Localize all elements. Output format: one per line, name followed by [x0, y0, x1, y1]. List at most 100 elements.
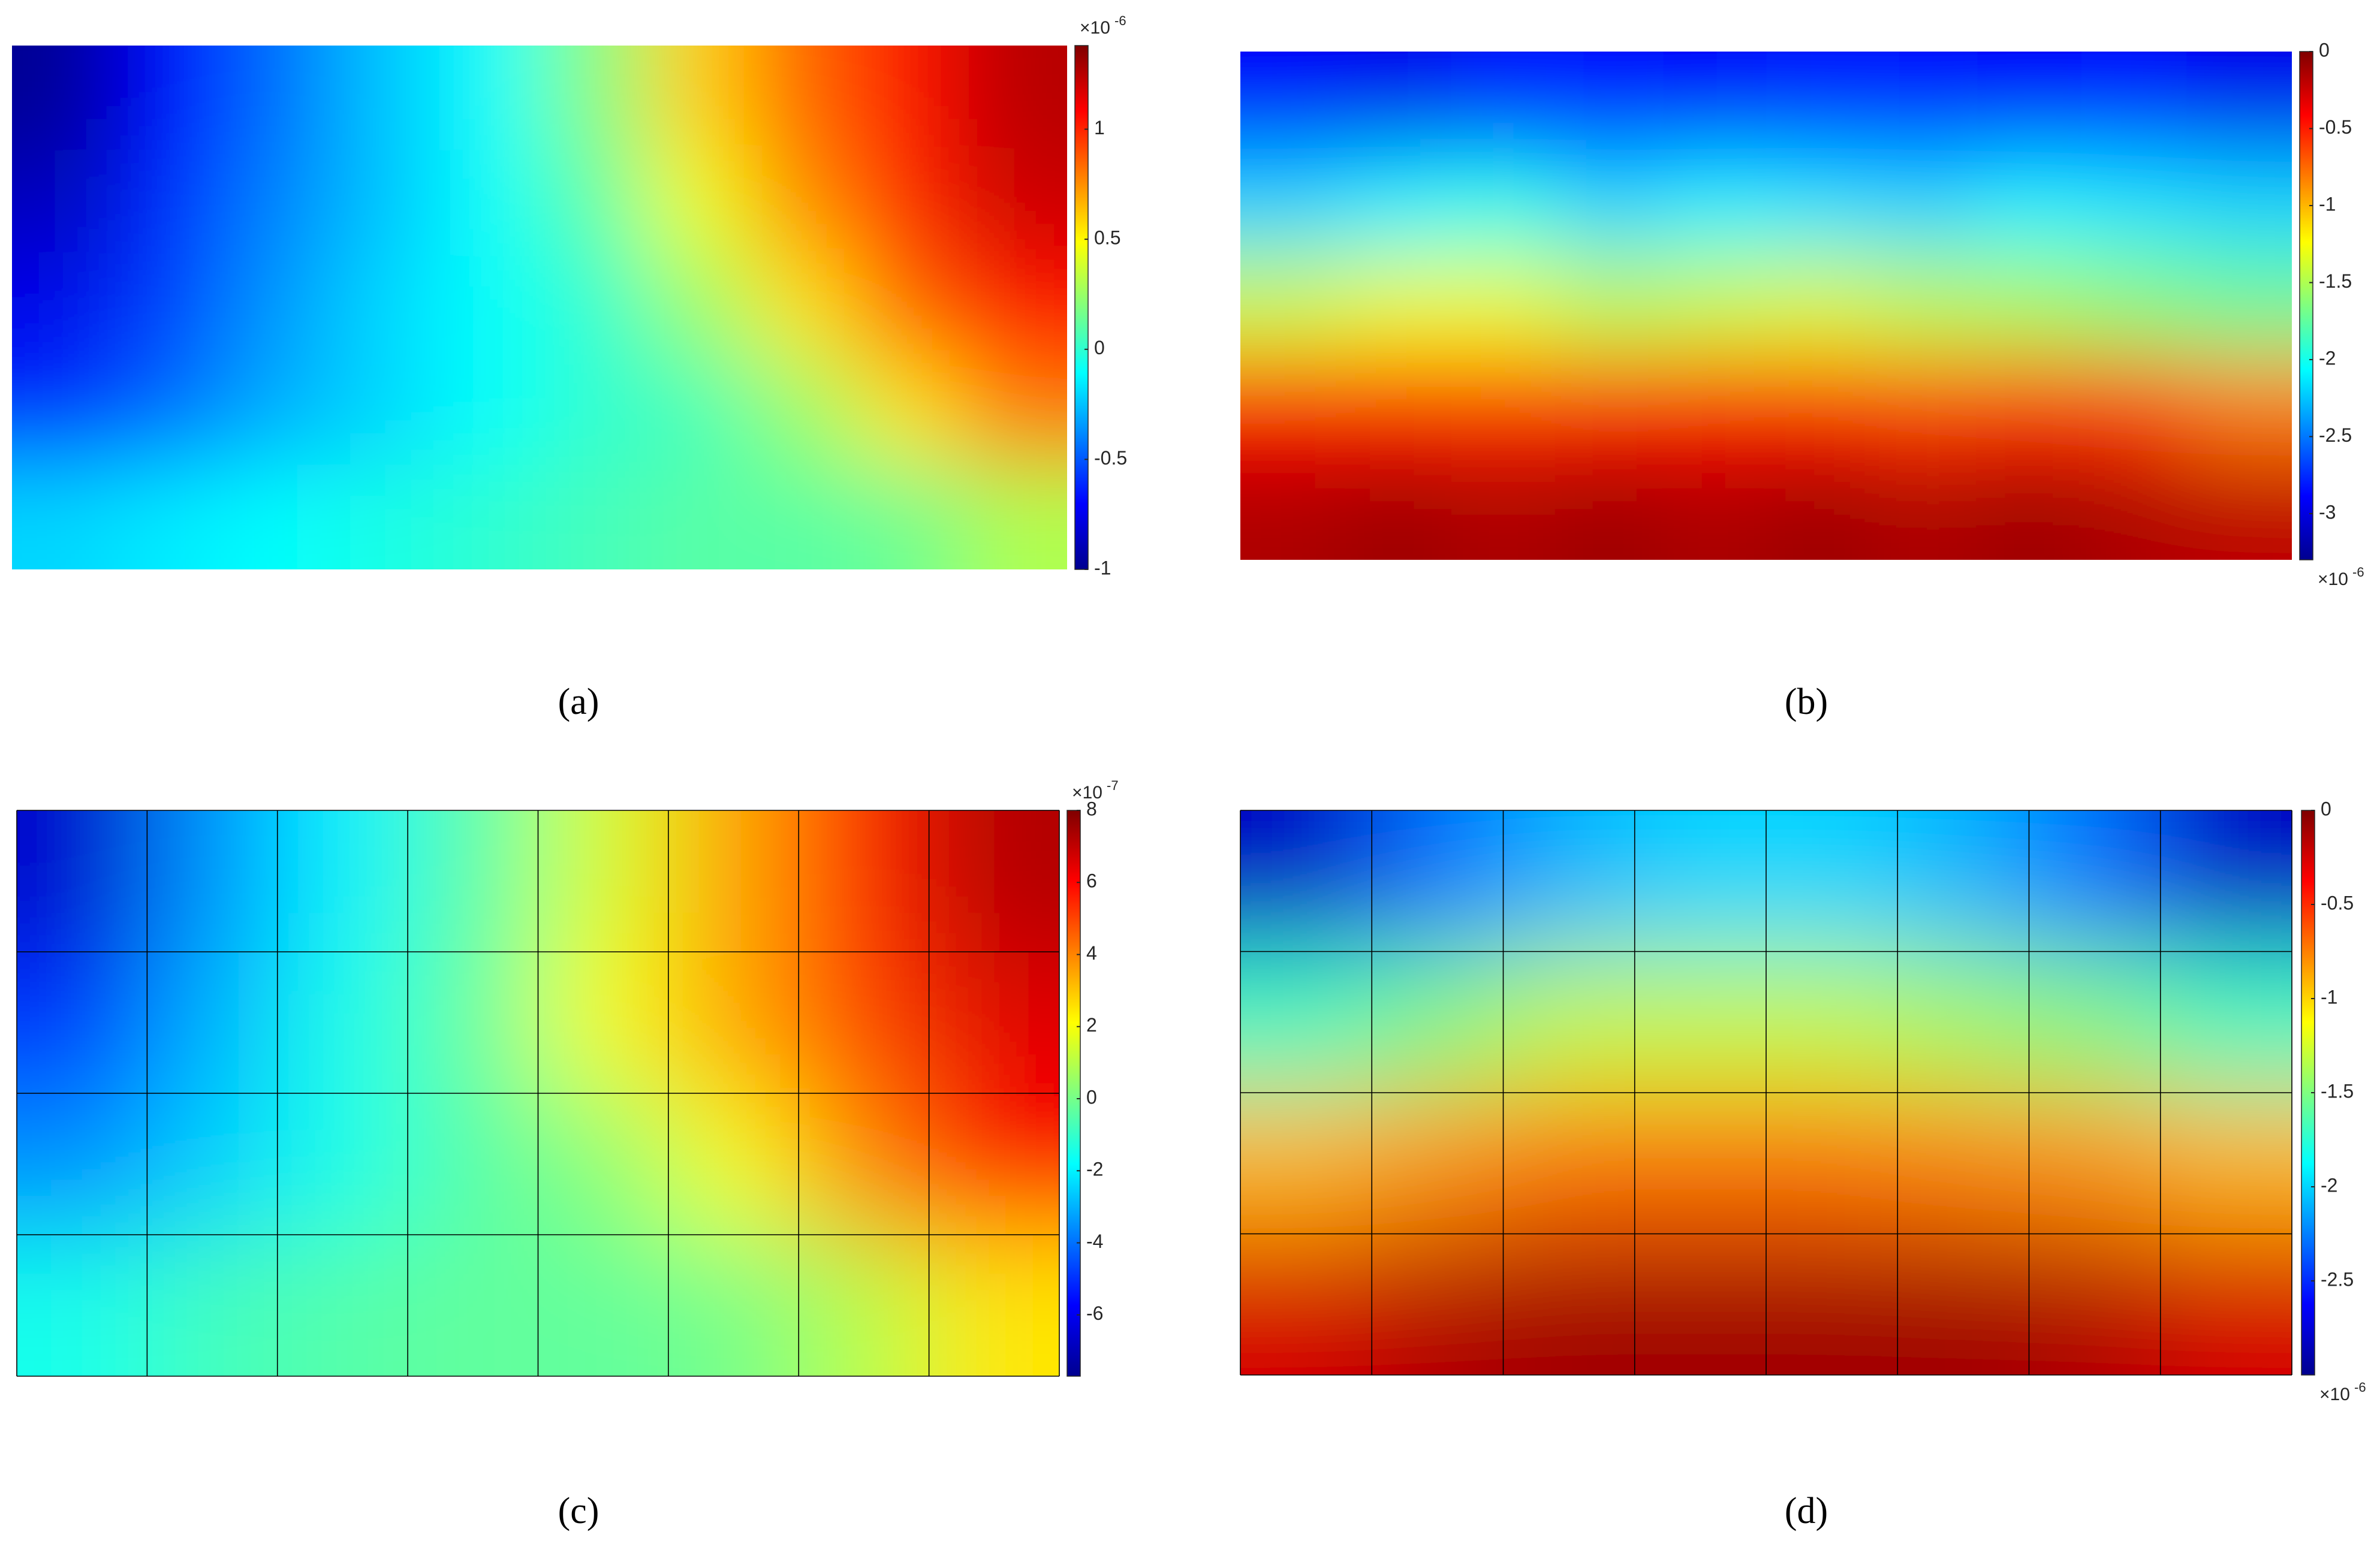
- cell: [1661, 153, 1767, 256]
- cell: [12, 360, 118, 466]
- cell: [1897, 951, 2030, 1093]
- cell: [2029, 1234, 2161, 1375]
- panel: -6 -4 -2 0 2 4 6 8×10 -7 (c): [16, 778, 1119, 1531]
- cell: [856, 465, 962, 569]
- colorbar-exponent: -6: [1114, 13, 1126, 28]
- colorbar-tick-label: -1: [2319, 193, 2336, 215]
- cell: [1240, 810, 1373, 952]
- cell: [277, 1235, 409, 1376]
- colorbar-exponent: -6: [2354, 1380, 2366, 1395]
- cell: [1976, 52, 2083, 154]
- cell: [2081, 52, 2188, 154]
- colorbar-tick-label: 0: [2319, 39, 2330, 61]
- cell: [856, 255, 962, 361]
- cell: [223, 255, 329, 361]
- cell: [2081, 458, 2188, 560]
- colorbar-tick-label: -1: [2321, 986, 2337, 1008]
- cell: [408, 952, 539, 1094]
- cell: [2186, 255, 2292, 357]
- field: [17, 810, 1059, 1376]
- cell: [2081, 255, 2188, 357]
- cell: [1345, 356, 1451, 459]
- cell: [1372, 1093, 1504, 1235]
- cell: [1766, 810, 1899, 952]
- cell: [2160, 810, 2292, 952]
- cell: [751, 46, 857, 151]
- cell: [118, 465, 224, 569]
- cell: [1450, 458, 1557, 560]
- cell: [12, 255, 118, 361]
- cell: [799, 1093, 930, 1235]
- cell: [1661, 52, 1767, 154]
- cell: [540, 46, 646, 151]
- cell: [12, 46, 118, 151]
- cell: [645, 46, 751, 151]
- cell: [1372, 951, 1504, 1093]
- cell: [1556, 52, 1662, 154]
- cell: [17, 1235, 148, 1376]
- cell: [645, 255, 751, 361]
- cell: [538, 810, 669, 952]
- cell: [1897, 1234, 2030, 1375]
- cell: [962, 255, 1067, 361]
- cell: [223, 150, 329, 256]
- cell: [1556, 255, 1662, 357]
- cell: [12, 150, 118, 256]
- cell: [1503, 1093, 1635, 1235]
- colorbar-tick-label: -3: [2319, 501, 2336, 523]
- cell: [751, 255, 857, 361]
- cell: [277, 1093, 409, 1235]
- cell: [929, 810, 1059, 952]
- field-cells: [1240, 810, 2292, 1375]
- colorbar-tick-label: -2: [2321, 1174, 2337, 1196]
- cell: [668, 810, 800, 952]
- cell: [1766, 458, 1872, 560]
- colorbar-tick-label: 8: [1086, 798, 1097, 819]
- cell: [118, 255, 224, 361]
- cell: [1556, 356, 1662, 459]
- colorbar-tick-label: -2.5: [2321, 1268, 2354, 1290]
- colorbar-tick-label: -6: [1086, 1302, 1103, 1324]
- cell: [962, 360, 1067, 466]
- colorbar-tick-label: 0: [2321, 798, 2331, 819]
- cell: [1976, 458, 2083, 560]
- colorbar-tick-label: 2: [1086, 1014, 1097, 1036]
- cell: [1766, 1234, 1899, 1375]
- cell: [2186, 458, 2292, 560]
- colorbar-tick-label: -1.5: [2321, 1080, 2354, 1102]
- cell: [668, 1235, 800, 1376]
- cell: [329, 150, 435, 256]
- colorbar-tick-label: -4: [1086, 1231, 1103, 1252]
- panel: -1 -0.5 0 0.5 1 ×10 -6 (a): [12, 13, 1127, 722]
- cell: [1897, 1093, 2030, 1235]
- colorbar-tick-label: -0.5: [2319, 116, 2352, 138]
- cell: [962, 465, 1067, 569]
- cell: [1871, 52, 1977, 154]
- colorbar-tick-label: 4: [1086, 942, 1097, 964]
- cell: [1240, 1234, 1373, 1375]
- panel: -2.5 -2 -1.5 -1 -0.5 0 ×10 -6 (d): [1240, 798, 2366, 1531]
- colorbar-tick-label: -0.5: [2321, 892, 2354, 913]
- caption: (c): [558, 1491, 599, 1531]
- cell: [1976, 153, 2083, 256]
- cell: [2186, 153, 2292, 256]
- cell: [17, 810, 148, 952]
- colorbar-tick-label: -2: [1086, 1159, 1103, 1180]
- cell: [1240, 52, 1346, 154]
- cell: [329, 46, 435, 151]
- cell: [1450, 255, 1557, 357]
- cell: [540, 465, 646, 569]
- cell: [147, 810, 278, 952]
- cell: [1766, 52, 1872, 154]
- cell: [434, 150, 540, 256]
- cell: [118, 46, 224, 151]
- cell: [1976, 255, 2083, 357]
- cell: [1240, 951, 1373, 1093]
- cell: [751, 150, 857, 256]
- cell: [1871, 153, 1977, 256]
- colorbar-multiplier: ×10: [1080, 18, 1110, 38]
- cell: [329, 465, 435, 569]
- cell: [1634, 951, 1767, 1093]
- cell: [1871, 356, 1977, 459]
- cell: [1240, 1093, 1373, 1235]
